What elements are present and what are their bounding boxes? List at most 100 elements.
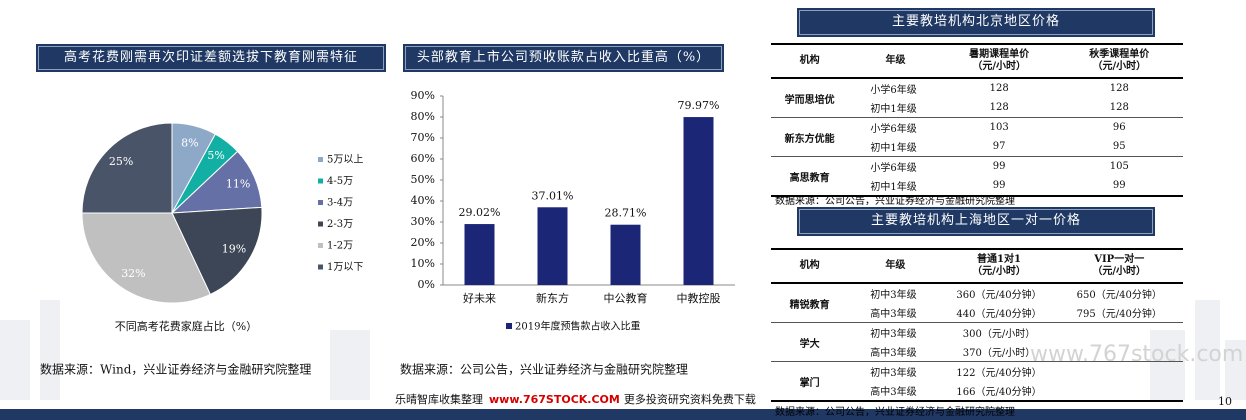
table-row: 初中1年级 99 99 xyxy=(771,176,1183,197)
institution-cell: 学而思培优 xyxy=(784,94,835,106)
grade-cell: 小学6年级 xyxy=(870,85,917,96)
header-row: 机构 年级 普通1对1 （元/小时） VIP一对一 （元/小时） xyxy=(771,248,1183,284)
price-cell: 795（元/40分钟） xyxy=(1076,309,1162,320)
slice-label: 11% xyxy=(226,177,250,190)
header-row: 机构 年级 暑期课程单价 （元/小时） 秋季课程单价 （元/小时） xyxy=(771,43,1183,79)
price-cell: 96 xyxy=(1055,117,1183,137)
table: 机构 年级 普通1对1 （元/小时） VIP一对一 （元/小时） 精锐教育 初中3年级 36… xyxy=(771,248,1183,402)
price-cell: 105 xyxy=(1055,156,1183,176)
bar xyxy=(464,224,495,285)
table-source: 数据来源：公司公告，兴业证券经济与金融研究院整理 xyxy=(775,196,1015,207)
legend-label: 1-2万 xyxy=(327,241,353,252)
price-cell: 95 xyxy=(1112,141,1126,152)
y-tick-label: 30% xyxy=(411,215,435,228)
value-label: 29.02% xyxy=(459,206,501,219)
table-title: 主要教培机构上海地区一对一价格 xyxy=(797,207,1155,236)
grade-cell: 小学6年级 xyxy=(848,117,943,137)
grade-cell: 高中3年级 xyxy=(870,309,917,320)
bar xyxy=(683,117,714,285)
legend-label: 2-3万 xyxy=(327,219,353,230)
header-cell: 暑期课程单价 （元/小时） xyxy=(942,43,1056,79)
table-row: 掌门 初中3年级 122（元/40分钟） xyxy=(771,361,1183,402)
header-cell: 普通1对1 （元/小时） xyxy=(942,248,1056,284)
price-cell xyxy=(1055,322,1183,342)
grade-cell: 初中3年级 xyxy=(848,361,943,381)
table-row: 高中3年级 440（元/40分钟） 795（元/40分钟） xyxy=(771,303,1183,323)
header-cell: 机构 xyxy=(771,248,849,284)
value-label: 79.97% xyxy=(678,99,720,112)
legend-label: 5万以上 xyxy=(327,154,363,166)
table-row: 初中1年级 97 95 xyxy=(771,137,1183,157)
footer: 乐晴智库收集整理 www.767STOCK.COM 更多投资研究资料免费下载 xyxy=(395,392,756,406)
header-cell: 年级 xyxy=(848,43,943,79)
institution-cell: 高思教育 xyxy=(771,156,849,197)
table-row: 学大 初中3年级 300（元/小时） xyxy=(771,322,1183,362)
value-label: 28.71% xyxy=(605,207,647,220)
table-row: 初中1年级 128 128 xyxy=(771,98,1183,118)
price-cell: 166（元/40分钟） xyxy=(942,381,1056,402)
price-cell: 97 xyxy=(992,141,1006,152)
x-tick-label: 新东方 xyxy=(536,291,569,305)
source: 数据来源：Wind，兴业证券经济与金融研究院整理 xyxy=(40,362,311,377)
price-cell: 122（元/40分钟） xyxy=(942,361,1056,381)
header-cell: 机构 xyxy=(771,43,849,79)
pie-slice xyxy=(171,206,263,296)
table: 机构 年级 暑期课程单价 （元/小时） 秋季课程单价 （元/小时） 学而思培优 小学6年级… xyxy=(771,43,1183,197)
grade-cell: 初中1年级 xyxy=(848,176,943,197)
price-cell: 99 xyxy=(942,176,1056,197)
slice-label: 19% xyxy=(222,243,246,256)
grade-cell: 小学6年级 xyxy=(848,156,943,176)
x-tick-label: 中教控股 xyxy=(677,291,721,305)
price-cell xyxy=(1055,342,1183,362)
y-tick-label: 60% xyxy=(411,152,435,165)
price-cell: 128 xyxy=(1109,83,1129,94)
header-cell: VIP一对一 （元/小时） xyxy=(1055,248,1183,284)
page-number: 10 xyxy=(1218,395,1232,408)
y-tick-label: 20% xyxy=(411,236,435,249)
x-tick-label: 好未来 xyxy=(463,291,496,305)
legend-label: 3-4万 xyxy=(327,198,353,209)
slice-label: 32% xyxy=(121,267,145,280)
price-cell xyxy=(1055,361,1183,381)
legend-label: 2019年度预售款占收入比重 xyxy=(515,320,640,333)
footer-site: www.767STOCK.COM xyxy=(489,393,620,406)
legend-swatch xyxy=(318,243,323,248)
price-cell: 440（元/40分钟） xyxy=(956,309,1042,320)
source: 数据来源：公司公告，兴业证券经济与金融研究院整理 xyxy=(400,362,688,377)
slice-label: 5% xyxy=(207,149,224,162)
header-cell: 年级 xyxy=(848,248,943,284)
price-cell: 650（元/40分钟） xyxy=(1076,290,1162,301)
bar xyxy=(610,224,641,285)
bar xyxy=(537,207,568,285)
legend-swatch xyxy=(318,264,323,270)
slice-label: 25% xyxy=(109,155,133,168)
grade-cell: 高中3年级 xyxy=(848,381,943,402)
grade-cell: 高中3年级 xyxy=(870,348,917,359)
table-source: 数据来源：公司公告，兴业证券经济与金融研究院整理 xyxy=(775,407,1015,418)
price-cell: 128 xyxy=(1109,102,1129,113)
table-row: 新东方优能 小学6年级 103 96 xyxy=(771,117,1183,157)
legend-swatch xyxy=(506,323,512,329)
price-cell: 103 xyxy=(942,117,1056,137)
legend-swatch xyxy=(318,178,323,184)
x-axis-title: 不同高考花费家庭占比（%） xyxy=(115,319,257,333)
value-label: 37.01% xyxy=(532,189,574,202)
x-tick-label: 中公教育 xyxy=(604,291,648,305)
y-tick-label: 40% xyxy=(411,194,435,207)
y-tick-label: 10% xyxy=(411,257,435,270)
institution-cell: 学大 xyxy=(771,322,849,362)
table-title: 主要教培机构北京地区价格 xyxy=(797,8,1155,37)
table-row: 学而思培优 小学6年级 128 128 xyxy=(771,78,1183,106)
table-row: 高中3年级 166（元/40分钟） xyxy=(771,381,1183,402)
table-row: 精锐教育 初中3年级 360（元/40分钟） 650（元/40分钟） xyxy=(771,283,1183,311)
grade-cell: 初中3年级 xyxy=(870,290,917,301)
institution-cell: 新东方优能 xyxy=(771,117,849,157)
pie-slice xyxy=(81,122,173,214)
header-cell: 秋季课程单价 （元/小时） xyxy=(1055,43,1183,79)
institution-cell: 精锐教育 xyxy=(789,299,830,311)
y-tick-label: 80% xyxy=(411,110,435,123)
grade-cell: 初中3年级 xyxy=(848,322,943,342)
price-cell: 99 xyxy=(942,156,1056,176)
